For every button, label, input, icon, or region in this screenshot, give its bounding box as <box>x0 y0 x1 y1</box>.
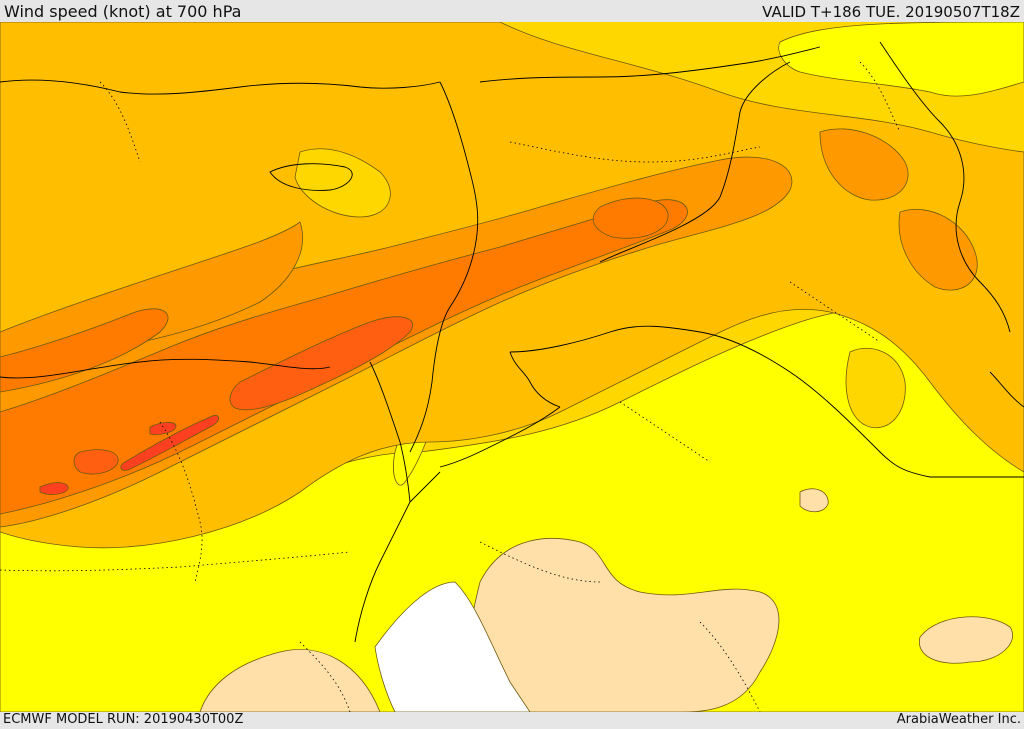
dotted-border-6 <box>0 551 351 572</box>
border-iraq-iran <box>879 41 1011 333</box>
white-region <box>374 581 531 712</box>
coastline-levant <box>409 81 479 453</box>
credit-label: ArabiaWeather Inc. <box>896 712 1021 727</box>
jet-core-max-west <box>73 449 119 475</box>
border-syria-iraq <box>719 61 791 198</box>
jet-core-sliver-2 <box>149 421 177 435</box>
border-jordan-west <box>509 351 561 408</box>
sub-boundary-lines <box>0 61 901 712</box>
yellow-patch-med <box>294 148 391 218</box>
yellow-patch-east <box>845 348 906 429</box>
header-bar: Wind speed (knot) at 700 hPa VALID T+186… <box>0 0 1024 22</box>
dotted-border-9 <box>299 641 351 712</box>
map-canvas <box>0 22 1024 712</box>
dotted-border-10 <box>699 621 761 712</box>
coast-persian-gulf <box>989 371 1024 408</box>
orange-east-patch <box>819 128 909 201</box>
boundary-lines <box>0 41 1024 643</box>
orange-northeast-patch <box>898 209 978 291</box>
pale-region-east <box>799 488 829 513</box>
valid-time-label: VALID T+186 TUE. 20190507T18Z <box>762 3 1020 21</box>
deep-orange-northwest <box>0 308 169 393</box>
model-run-label: ECMWF MODEL RUN: 20190430T00Z <box>3 712 244 727</box>
jet-core-sliver-1 <box>120 415 219 471</box>
pale-region-southeast <box>919 616 1013 664</box>
jet-core-sliver-3 <box>39 482 69 495</box>
map-title: Wind speed (knot) at 700 hPa <box>4 2 242 21</box>
border-saudi-north <box>439 406 561 468</box>
border-jordan-saudi <box>509 325 1024 478</box>
dotted-border-3 <box>619 401 711 463</box>
yellow-region-north-east <box>778 22 1024 97</box>
deep-orange-north-patch <box>592 197 669 239</box>
wind-speed-map <box>0 22 1024 712</box>
border-jordan-iraq <box>599 196 721 263</box>
jet-core-max <box>229 316 413 411</box>
dotted-border-2 <box>789 281 881 343</box>
dotted-border-4 <box>479 541 601 583</box>
footer-bar: ECMWF MODEL RUN: 20190430T00Z ArabiaWeat… <box>0 712 1024 729</box>
dotted-border-5 <box>159 421 203 583</box>
coast-cyprus <box>269 163 353 191</box>
coastline-red-sea <box>354 501 411 643</box>
border-turkey-syria <box>479 46 821 83</box>
coastline-south-med <box>0 358 331 379</box>
pale-region-southwest <box>199 649 381 712</box>
orange-northwest-tongue <box>0 221 303 363</box>
coastline-gulf-aqaba <box>409 471 441 503</box>
coast-turkey-south <box>0 79 441 95</box>
border-egypt-east <box>369 361 411 503</box>
